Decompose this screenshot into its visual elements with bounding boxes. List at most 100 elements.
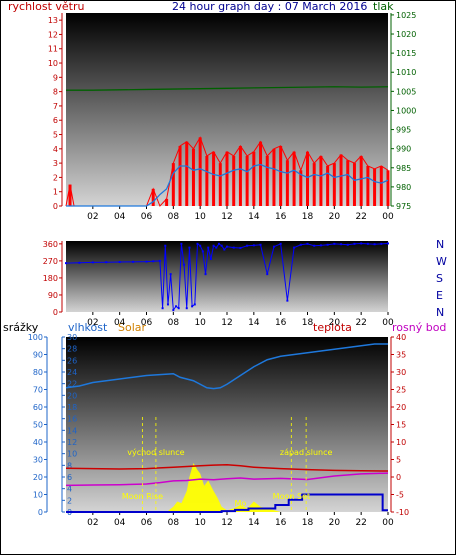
direction-chart-x-tick-label: 00 bbox=[382, 318, 394, 328]
humidity-axis-tick-label: 16 bbox=[67, 415, 77, 424]
humidity-axis-tick-label: 22 bbox=[67, 380, 77, 389]
direction-chart-x-tick-label: 10 bbox=[194, 318, 206, 328]
temp-chart-x-tick-label: 16 bbox=[275, 518, 287, 528]
panel3-plot-area bbox=[66, 337, 388, 512]
wind-chart-x-tick-label: 10 bbox=[194, 212, 206, 222]
wind-chart-x-tick-label: 16 bbox=[275, 212, 287, 222]
wind-speed-axis-tick-label: 12 bbox=[48, 30, 58, 39]
panel2-plot-area bbox=[66, 241, 388, 312]
wind-speed-axis-tick-label: 5 bbox=[53, 131, 58, 140]
humidity-axis-tick-label: 8 bbox=[67, 461, 72, 470]
direction-axis-tick-label: 0 bbox=[53, 308, 58, 317]
wind-speed-axis-tick-label: 7 bbox=[53, 102, 58, 111]
wind-speed-axis-tick-label: 0 bbox=[53, 202, 58, 211]
wind-speed-axis-tick-label: 1 bbox=[53, 188, 58, 197]
wind-pressure-chart: 0123456789101112139759809859909951000100… bbox=[48, 11, 417, 222]
temperature-axis-tick-label: -5 bbox=[396, 491, 404, 500]
temperature-axis-tick-label: 25 bbox=[396, 386, 406, 395]
temp-chart-x-tick-label: 18 bbox=[302, 518, 314, 528]
pressure-line bbox=[66, 86, 389, 91]
pressure-axis-tick-label: 1005 bbox=[396, 87, 416, 96]
event-annotation: východ slunce bbox=[127, 448, 184, 457]
rain-axis-tick-label: 40 bbox=[33, 438, 43, 447]
pressure-axis-tick-label: 1025 bbox=[396, 11, 416, 20]
wind-chart-x-tick-label: 14 bbox=[248, 212, 260, 222]
wind-chart-x-tick-label: 12 bbox=[221, 212, 232, 222]
humidity-axis-tick-label: 10 bbox=[67, 450, 77, 459]
event-annotation: Moon Rise bbox=[122, 492, 163, 501]
dewpoint-line bbox=[65, 472, 389, 487]
humidity-line bbox=[65, 343, 388, 390]
temp-chart-x-tick-label: 10 bbox=[194, 518, 206, 528]
direction-axis-tick-label: 180 bbox=[43, 274, 58, 283]
rain-axis-tick-label: 90 bbox=[33, 351, 43, 360]
temperature-axis-tick-label: 20 bbox=[396, 403, 406, 412]
temp-chart-x-tick-label: 04 bbox=[114, 518, 126, 528]
humidity-temperature-chart: 0102030405060708090100024681012141618202… bbox=[28, 333, 409, 528]
rain-axis-tick-label: 30 bbox=[33, 456, 43, 465]
temperature-axis-tick-label: -10 bbox=[396, 508, 409, 517]
compass-label: E bbox=[436, 289, 443, 302]
temperature-axis-tick-label: 40 bbox=[396, 333, 406, 342]
event-annotation: západ slunce bbox=[280, 448, 333, 457]
rain-axis-tick-label: 60 bbox=[33, 403, 43, 412]
pressure-axis-tick-label: 995 bbox=[396, 126, 411, 135]
header-left-label: rychlost větru bbox=[8, 0, 84, 13]
wind-speed-axis-tick-label: 2 bbox=[53, 173, 58, 182]
humidity-axis-tick-label: 14 bbox=[67, 426, 77, 435]
pressure-axis-tick-label: 985 bbox=[396, 164, 411, 173]
wind-speed-axis-tick-label: 10 bbox=[48, 59, 58, 68]
rain-axis-label: srážky bbox=[3, 321, 39, 334]
temperature-axis-tick-label: 0 bbox=[396, 473, 401, 482]
event-annotation: Mo bbox=[235, 499, 247, 508]
temperature-axis-tick-label: 5 bbox=[396, 456, 401, 465]
pressure-axis-tick-label: 990 bbox=[396, 145, 411, 154]
pressure-axis-tick-label: 1015 bbox=[396, 49, 416, 58]
humidity-axis-tick-label: 2 bbox=[67, 496, 72, 505]
humidity-axis-tick-label: 6 bbox=[67, 473, 72, 482]
solar-area bbox=[166, 463, 281, 512]
direction-chart-x-tick-label: 02 bbox=[87, 318, 98, 328]
wind-speed-axis-tick-label: 11 bbox=[48, 45, 58, 54]
pressure-axis-tick-label: 1020 bbox=[396, 30, 416, 39]
temp-chart-x-tick-label: 14 bbox=[248, 518, 260, 528]
event-annotation: Moon Set bbox=[273, 492, 310, 501]
humidity-axis-tick-label: 24 bbox=[67, 368, 77, 377]
humidity-axis-tick-label: 28 bbox=[67, 345, 77, 354]
temp-chart-x-tick-label: 12 bbox=[221, 518, 232, 528]
direction-axis-tick-label: 360 bbox=[43, 240, 58, 249]
temperature-axis-label: teplota bbox=[313, 321, 352, 334]
wind-chart-x-tick-label: 20 bbox=[329, 212, 341, 222]
wind-chart-x-tick-label: 04 bbox=[114, 212, 126, 222]
temp-chart-x-tick-label: 22 bbox=[355, 518, 366, 528]
solar-axis-label: Solar bbox=[118, 321, 147, 334]
humidity-axis-tick-label: 26 bbox=[67, 356, 77, 365]
wind-chart-x-tick-label: 18 bbox=[302, 212, 314, 222]
temp-chart-x-tick-label: 20 bbox=[329, 518, 341, 528]
wind-speed-axis-tick-label: 8 bbox=[53, 88, 58, 97]
rain-axis-tick-label: 70 bbox=[33, 386, 43, 395]
wind-average-line bbox=[66, 163, 389, 207]
wind-chart-x-tick-label: 08 bbox=[168, 212, 180, 222]
wind-speed-axis-tick-label: 13 bbox=[48, 16, 58, 25]
direction-chart-x-tick-label: 22 bbox=[355, 318, 366, 328]
temp-chart-x-tick-label: 00 bbox=[382, 518, 394, 528]
humidity-axis-tick-label: 18 bbox=[67, 403, 77, 412]
direction-chart-x-tick-label: 08 bbox=[168, 318, 180, 328]
direction-chart-x-tick-label: 18 bbox=[302, 318, 314, 328]
direction-chart-x-tick-label: 04 bbox=[114, 318, 126, 328]
wind-speed-axis-tick-label: 6 bbox=[53, 116, 58, 125]
dewpoint-axis-label: rosný bod bbox=[392, 321, 446, 334]
temperature-axis-tick-label: 15 bbox=[396, 421, 406, 430]
humidity-axis-tick-label: 30 bbox=[67, 333, 77, 342]
wind-speed-axis-tick-label: 4 bbox=[53, 145, 58, 154]
temp-chart-x-tick-label: 08 bbox=[168, 518, 180, 528]
temperature-axis-tick-label: 35 bbox=[396, 351, 406, 360]
temperature-axis-tick-label: 10 bbox=[396, 438, 406, 447]
rain-axis-tick-label: 20 bbox=[33, 473, 43, 482]
wind-chart-x-tick-label: 02 bbox=[87, 212, 98, 222]
direction-chart-x-tick-label: 16 bbox=[275, 318, 287, 328]
pressure-axis-tick-label: 980 bbox=[396, 183, 411, 192]
